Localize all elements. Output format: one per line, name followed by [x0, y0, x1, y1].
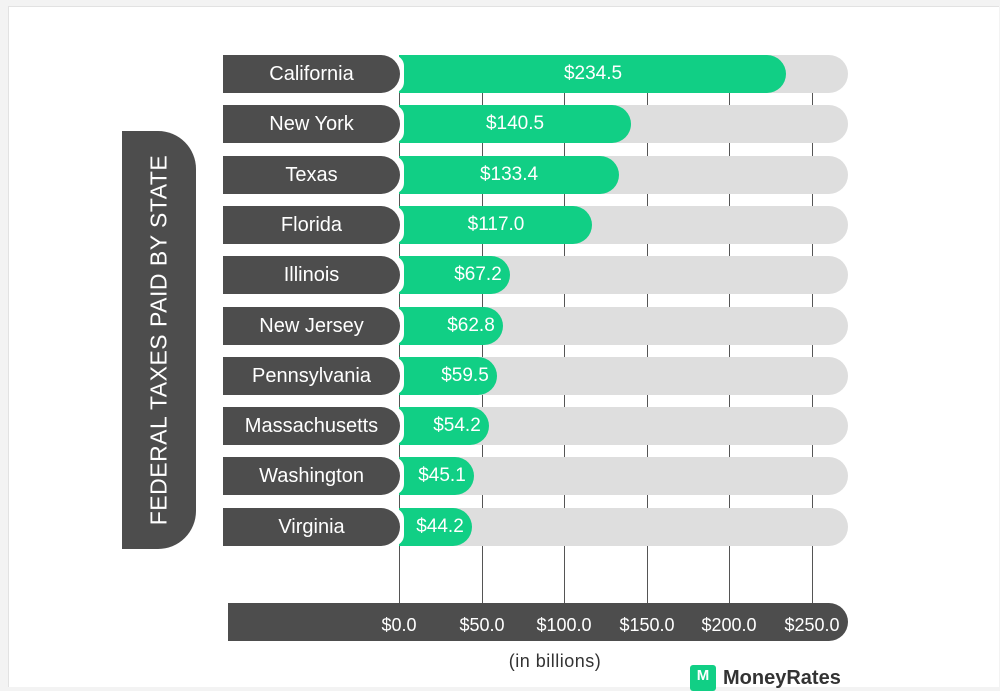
x-tick-label: $150.0 — [619, 615, 675, 635]
x-axis-bar — [228, 603, 848, 641]
data-label: $67.2 — [454, 264, 502, 285]
category-label: Washington — [223, 457, 400, 495]
data-label: $117.0 — [467, 214, 525, 235]
category-label: Virginia — [223, 508, 400, 546]
data-label: $54.2 — [433, 415, 481, 436]
brand-logo: M MoneyRates — [690, 665, 841, 691]
data-label: $44.2 — [416, 516, 464, 537]
category-label: Texas — [223, 156, 400, 194]
category-label: California — [223, 55, 400, 93]
bar — [399, 407, 489, 445]
bar — [399, 206, 592, 244]
x-axis-label: (in billions) — [508, 651, 602, 671]
bar — [399, 457, 474, 495]
bar — [399, 307, 503, 345]
data-label: $45.1 — [418, 465, 466, 486]
data-label: $62.8 — [447, 315, 495, 336]
data-label: $133.4 — [479, 164, 539, 185]
data-label: $59.5 — [441, 365, 489, 386]
category-label: Illinois — [223, 256, 400, 294]
bar — [399, 105, 631, 143]
bar — [399, 156, 619, 194]
bar — [399, 508, 472, 546]
bar — [399, 55, 786, 93]
x-tick-label: $250.0 — [784, 615, 840, 635]
x-tick-label: $0.0 — [381, 615, 417, 635]
category-label: Florida — [223, 206, 400, 244]
brand-name: MoneyRates — [723, 666, 841, 689]
category-label: New York — [223, 105, 400, 143]
category-label: New Jersey — [223, 307, 400, 345]
chart-title: FEDERAL TAXES PAID BY STATE — [145, 154, 172, 526]
x-tick-label: $50.0 — [459, 615, 505, 635]
data-label: $234.5 — [563, 63, 623, 84]
category-label: Massachusetts — [223, 407, 400, 445]
y-axis-title-box: FEDERAL TAXES PAID BY STATE — [122, 131, 196, 549]
brand-mark-icon: M — [690, 665, 716, 691]
bar — [399, 256, 510, 294]
bar-track — [399, 508, 848, 546]
x-tick-label: $100.0 — [536, 615, 592, 635]
category-label: Pennsylvania — [223, 357, 400, 395]
bar — [399, 357, 497, 395]
x-tick-label: $200.0 — [701, 615, 757, 635]
data-label: $140.5 — [485, 113, 545, 134]
